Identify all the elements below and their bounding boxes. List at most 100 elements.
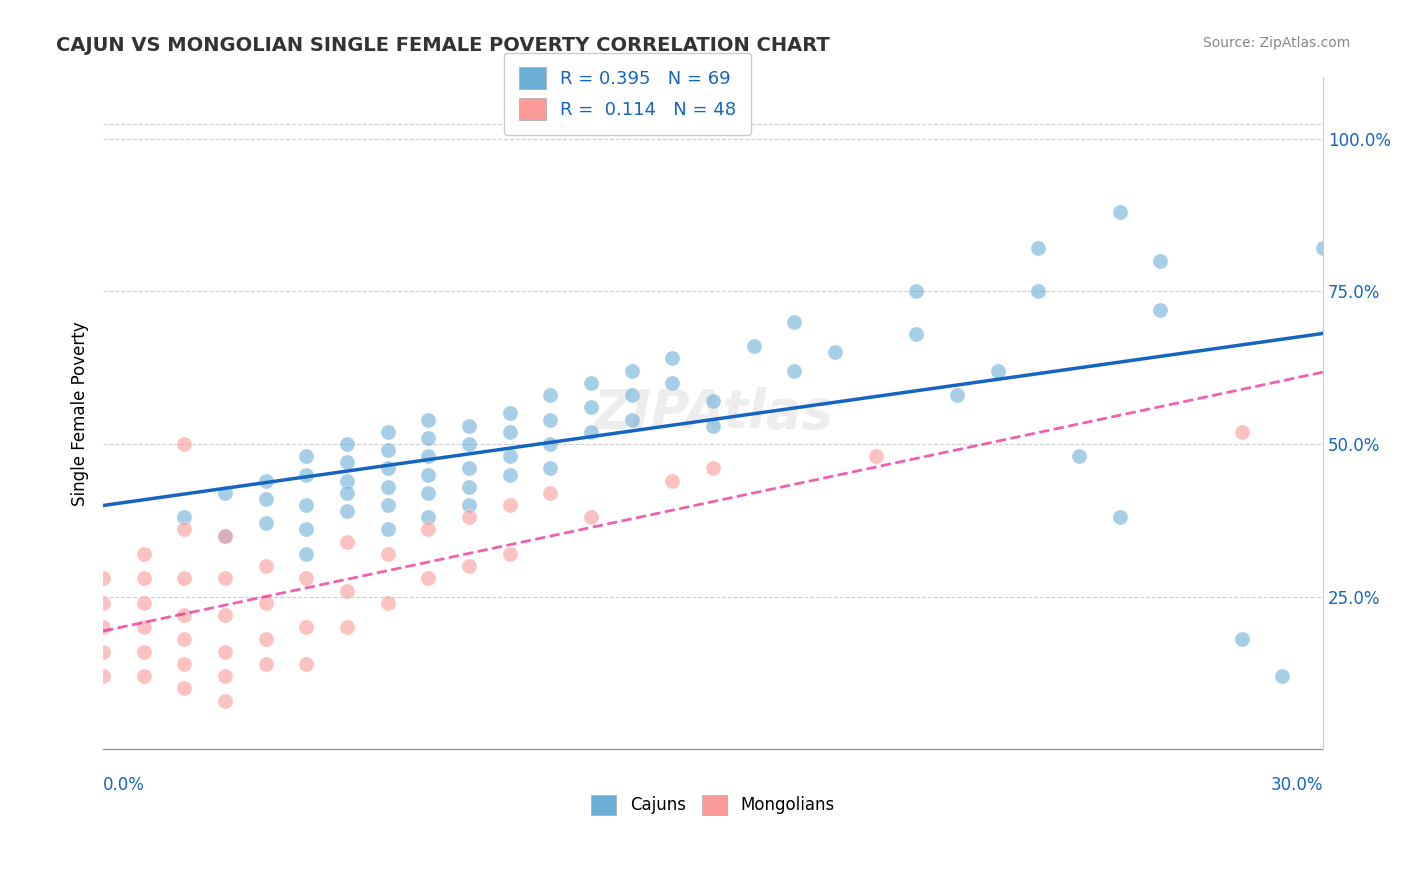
Text: 0.0%: 0.0%	[103, 776, 145, 794]
Point	[254, 559, 277, 574]
Point	[173, 523, 195, 537]
Point	[418, 510, 440, 524]
Point	[458, 559, 481, 574]
Point	[579, 401, 602, 415]
Point	[132, 620, 155, 634]
Point	[499, 547, 522, 561]
Point	[377, 461, 399, 475]
Point	[377, 547, 399, 561]
Point	[173, 632, 195, 647]
Point	[458, 437, 481, 451]
Point	[336, 534, 359, 549]
Point	[254, 596, 277, 610]
Point	[214, 485, 236, 500]
Point	[499, 449, 522, 463]
Point	[499, 406, 522, 420]
Point	[1108, 510, 1130, 524]
Point	[783, 315, 806, 329]
Point	[336, 437, 359, 451]
Point	[295, 547, 318, 561]
Point	[377, 523, 399, 537]
Point	[132, 547, 155, 561]
Point	[377, 596, 399, 610]
Point	[458, 510, 481, 524]
Point	[783, 364, 806, 378]
Y-axis label: Single Female Poverty: Single Female Poverty	[72, 321, 89, 506]
Point	[905, 326, 928, 341]
Point	[173, 571, 195, 585]
Point	[91, 645, 114, 659]
Point	[1108, 204, 1130, 219]
Point	[458, 461, 481, 475]
Point	[458, 480, 481, 494]
Point	[620, 388, 643, 402]
Point	[254, 632, 277, 647]
Point	[295, 523, 318, 537]
Point	[132, 669, 155, 683]
Point	[214, 528, 236, 542]
Point	[499, 425, 522, 439]
Point	[540, 388, 562, 402]
Point	[458, 418, 481, 433]
Point	[214, 645, 236, 659]
Point	[702, 461, 724, 475]
Point	[1149, 253, 1171, 268]
Point	[173, 681, 195, 696]
Point	[295, 657, 318, 671]
Text: ZIPAtlas: ZIPAtlas	[593, 387, 834, 440]
Text: Source: ZipAtlas.com: Source: ZipAtlas.com	[1202, 36, 1350, 50]
Point	[418, 449, 440, 463]
Point	[295, 498, 318, 512]
Point	[905, 285, 928, 299]
Point	[579, 425, 602, 439]
Point	[418, 571, 440, 585]
Point	[499, 467, 522, 482]
Point	[1028, 242, 1050, 256]
Text: CAJUN VS MONGOLIAN SINGLE FEMALE POVERTY CORRELATION CHART: CAJUN VS MONGOLIAN SINGLE FEMALE POVERTY…	[56, 36, 830, 54]
Point	[132, 645, 155, 659]
Point	[254, 474, 277, 488]
Point	[377, 443, 399, 458]
Point	[91, 571, 114, 585]
Point	[214, 528, 236, 542]
Point	[254, 491, 277, 506]
Point	[377, 498, 399, 512]
Point	[1230, 425, 1253, 439]
Point	[540, 461, 562, 475]
Point	[377, 480, 399, 494]
Point	[418, 431, 440, 445]
Point	[254, 516, 277, 531]
Point	[214, 693, 236, 707]
Point	[824, 345, 846, 359]
Point	[173, 657, 195, 671]
Point	[661, 474, 683, 488]
Point	[336, 583, 359, 598]
Point	[1312, 242, 1334, 256]
Point	[540, 437, 562, 451]
Point	[499, 498, 522, 512]
Point	[1069, 449, 1091, 463]
Point	[458, 498, 481, 512]
Point	[214, 571, 236, 585]
Point	[173, 437, 195, 451]
Point	[620, 412, 643, 426]
Point	[865, 449, 887, 463]
Point	[336, 455, 359, 469]
Point	[579, 376, 602, 390]
Point	[336, 620, 359, 634]
Point	[418, 467, 440, 482]
Point	[987, 364, 1010, 378]
Point	[254, 657, 277, 671]
Point	[214, 669, 236, 683]
Point	[418, 523, 440, 537]
Point	[336, 485, 359, 500]
Point	[132, 571, 155, 585]
Point	[1271, 669, 1294, 683]
Point	[1230, 632, 1253, 647]
Point	[661, 351, 683, 366]
Point	[946, 388, 969, 402]
Point	[702, 418, 724, 433]
Point	[295, 571, 318, 585]
Point	[91, 596, 114, 610]
Point	[91, 669, 114, 683]
